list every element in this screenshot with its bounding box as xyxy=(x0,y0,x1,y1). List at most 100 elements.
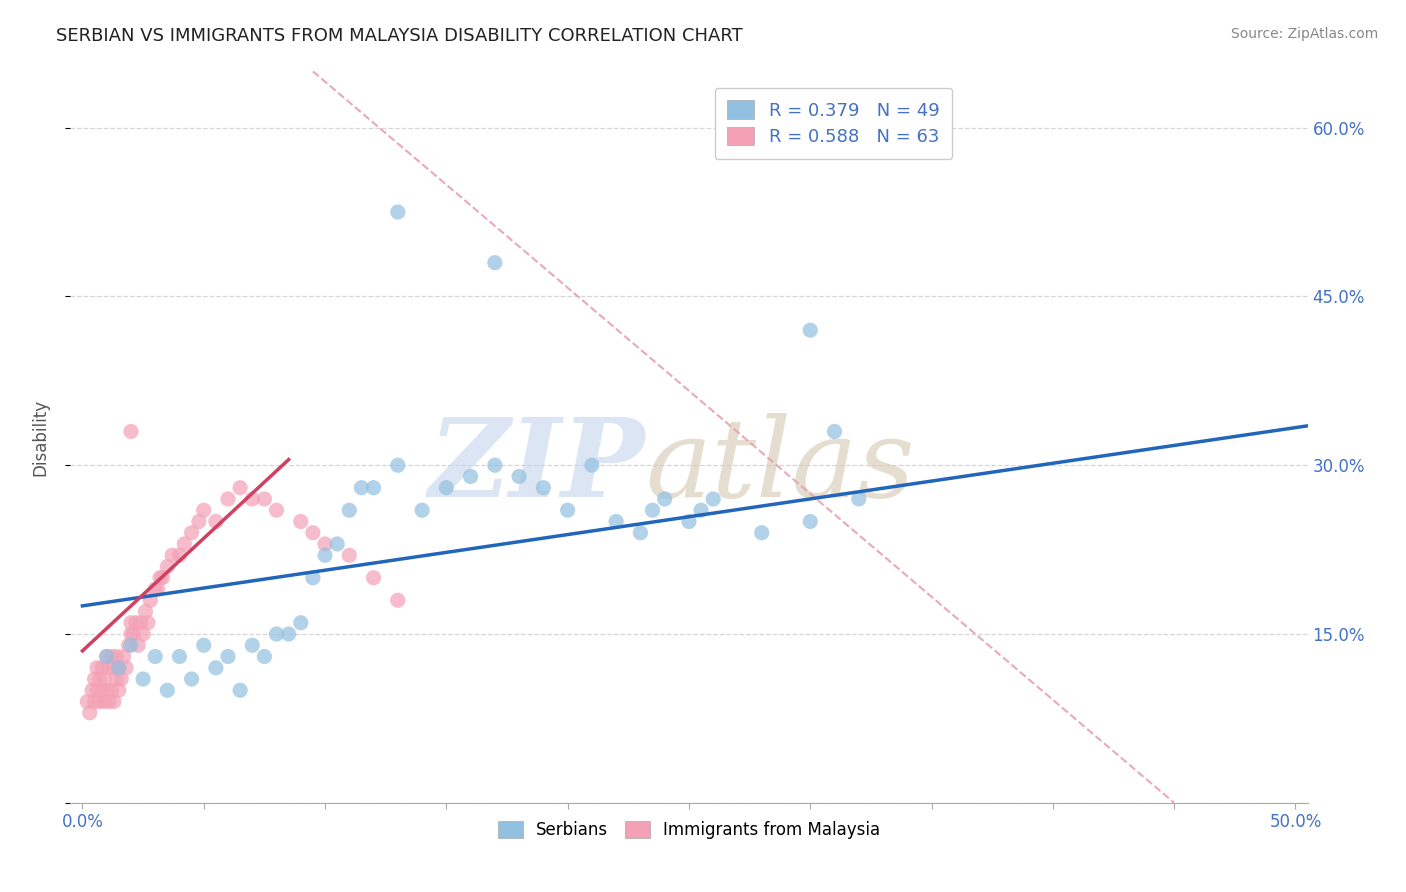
Point xyxy=(112,649,135,664)
Point xyxy=(108,683,131,698)
Point xyxy=(105,672,128,686)
Point xyxy=(180,525,202,540)
Point xyxy=(134,605,156,619)
Point xyxy=(229,481,252,495)
Point xyxy=(253,491,276,506)
Point xyxy=(240,638,263,652)
Point xyxy=(105,649,128,664)
Point xyxy=(434,481,457,495)
Point xyxy=(89,694,111,708)
Point xyxy=(387,458,409,473)
Point xyxy=(143,649,166,664)
Point xyxy=(108,661,131,675)
Point xyxy=(277,627,299,641)
Point xyxy=(139,593,162,607)
Point xyxy=(96,649,118,664)
Point xyxy=(76,694,98,708)
Point xyxy=(314,537,336,551)
Point xyxy=(484,458,506,473)
Point xyxy=(508,469,530,483)
Point xyxy=(641,503,664,517)
Point xyxy=(678,515,700,529)
Point xyxy=(96,683,118,698)
Point xyxy=(557,503,579,517)
Point xyxy=(156,559,179,574)
Point xyxy=(751,525,773,540)
Point xyxy=(253,649,276,664)
Point xyxy=(363,571,385,585)
Point xyxy=(266,627,288,641)
Point xyxy=(79,706,101,720)
Point xyxy=(205,661,228,675)
Point xyxy=(132,627,155,641)
Point xyxy=(127,638,149,652)
Point xyxy=(122,627,145,641)
Point xyxy=(290,515,312,529)
Point xyxy=(848,491,870,506)
Point xyxy=(205,515,228,529)
Point xyxy=(156,683,179,698)
Point xyxy=(90,661,112,675)
Point xyxy=(149,571,172,585)
Point xyxy=(411,503,433,517)
Point xyxy=(143,582,166,596)
Point xyxy=(108,661,131,675)
Point xyxy=(173,537,195,551)
Point xyxy=(129,615,152,630)
Point xyxy=(628,525,651,540)
Text: Source: ZipAtlas.com: Source: ZipAtlas.com xyxy=(1230,27,1378,41)
Point xyxy=(363,481,385,495)
Y-axis label: Disability: Disability xyxy=(31,399,49,475)
Point xyxy=(824,425,846,439)
Point xyxy=(484,255,506,269)
Point xyxy=(82,683,104,698)
Point xyxy=(83,672,105,686)
Point xyxy=(93,672,115,686)
Point xyxy=(83,694,105,708)
Point xyxy=(229,683,252,698)
Text: SERBIAN VS IMMIGRANTS FROM MALAYSIA DISABILITY CORRELATION CHART: SERBIAN VS IMMIGRANTS FROM MALAYSIA DISA… xyxy=(56,27,742,45)
Point xyxy=(100,649,122,664)
Text: ZIP: ZIP xyxy=(429,413,645,520)
Point xyxy=(180,672,202,686)
Point xyxy=(86,661,108,675)
Point xyxy=(96,649,118,664)
Point xyxy=(302,525,325,540)
Point xyxy=(90,683,112,698)
Point xyxy=(187,515,209,529)
Point xyxy=(217,649,239,664)
Point xyxy=(115,661,138,675)
Point xyxy=(314,548,336,562)
Point xyxy=(160,548,183,562)
Point xyxy=(654,491,676,506)
Point xyxy=(605,515,627,529)
Point xyxy=(120,615,142,630)
Point xyxy=(193,638,215,652)
Point xyxy=(120,425,142,439)
Point xyxy=(217,491,239,506)
Point xyxy=(302,571,325,585)
Point xyxy=(98,694,121,708)
Point xyxy=(169,649,191,664)
Point xyxy=(98,661,121,675)
Point xyxy=(117,638,139,652)
Point xyxy=(146,582,169,596)
Point xyxy=(136,615,159,630)
Point xyxy=(387,205,409,219)
Point xyxy=(240,491,263,506)
Point xyxy=(690,503,713,517)
Point xyxy=(266,503,288,517)
Point xyxy=(337,548,360,562)
Point xyxy=(125,615,148,630)
Point xyxy=(89,672,111,686)
Point xyxy=(103,661,125,675)
Point xyxy=(100,683,122,698)
Point xyxy=(350,481,373,495)
Legend: Serbians, Immigrants from Malaysia: Serbians, Immigrants from Malaysia xyxy=(491,814,887,846)
Point xyxy=(93,694,115,708)
Point xyxy=(193,503,215,517)
Point xyxy=(110,672,132,686)
Point xyxy=(169,548,191,562)
Point xyxy=(387,593,409,607)
Point xyxy=(581,458,603,473)
